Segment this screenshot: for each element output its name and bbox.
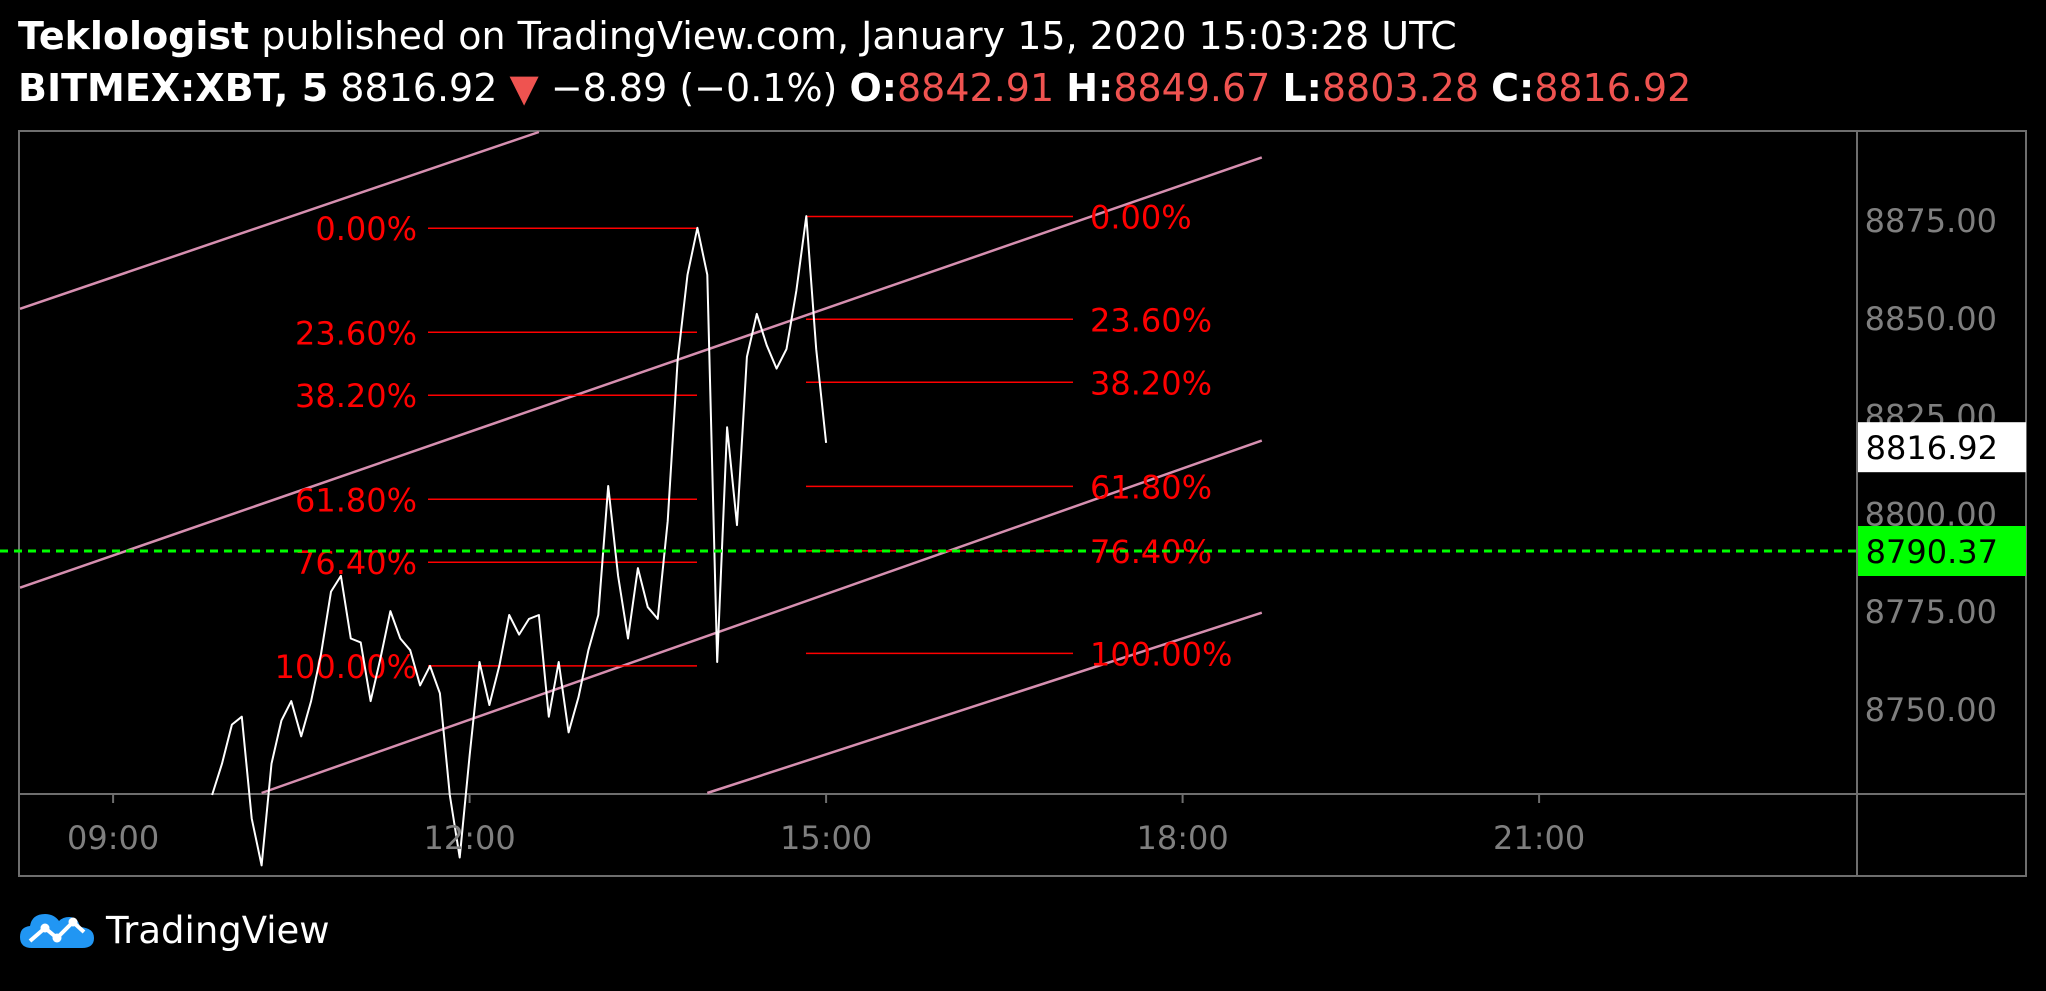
close-label: C: xyxy=(1491,66,1535,110)
price-change: −8.89 (−0.1%) xyxy=(550,66,838,110)
x-tick-label-4: 21:00 xyxy=(1493,819,1585,857)
channel-line-1[interactable] xyxy=(19,130,540,310)
symbol-label: BITMEX:XBT, 5 xyxy=(18,66,329,110)
y-tick-label-0: 8875.00 xyxy=(1865,202,1997,240)
open-value: 8842.91 xyxy=(896,66,1055,110)
fib-right-label-2: 38.20% xyxy=(1090,364,1212,402)
y-tick-label-5: 8750.00 xyxy=(1865,691,1997,729)
fib-right-label-1: 23.60% xyxy=(1090,301,1212,339)
x-tick-label-2: 15:00 xyxy=(780,819,872,857)
low-label: L: xyxy=(1282,66,1322,110)
chart-frame xyxy=(18,130,2027,877)
x-tick-label-3: 18:00 xyxy=(1136,819,1228,857)
footer: TradingView xyxy=(18,905,330,955)
fib-left-label-0: 0.00% xyxy=(315,210,417,248)
low-value: 8803.28 xyxy=(1321,66,1480,110)
channel-line-3[interactable] xyxy=(261,439,1263,795)
y-tick-label-4: 8775.00 xyxy=(1865,593,1997,631)
fib-left-label-3: 61.80% xyxy=(295,481,417,519)
fib-right-label-0: 0.00% xyxy=(1090,199,1192,237)
price-axis[interactable]: 8875.008850.008825.008800.008775.008750.… xyxy=(1858,202,2026,729)
fib-left-label-2: 38.20% xyxy=(295,377,417,415)
publish-info: Teklologist published on TradingView.com… xyxy=(18,10,2026,62)
channel-line-4[interactable] xyxy=(706,611,1263,795)
price-line-series-0 xyxy=(211,215,828,867)
time-axis[interactable]: 09:00 12:00 15:00 18:00 21:00 xyxy=(67,794,1585,857)
price-series xyxy=(211,215,828,867)
tradingview-logo-icon xyxy=(20,914,94,948)
horizontal-level-box xyxy=(1858,526,2026,576)
published-text: published on TradingView.com, January 15… xyxy=(261,14,1457,58)
open-label: O: xyxy=(849,66,897,110)
channel-line-2[interactable] xyxy=(19,156,1263,589)
fib-retracements[interactable]: 0.00%23.60%38.20%61.80%76.40%100.00%0.00… xyxy=(275,199,1233,686)
current-price-label: 8816.92 xyxy=(1866,429,1998,467)
chart-header: Teklologist published on TradingView.com… xyxy=(18,10,2026,114)
y-tick-label-1: 8850.00 xyxy=(1865,300,1997,338)
horizontal-level-label: 8790.37 xyxy=(1866,533,1998,571)
fib-right-label-5: 100.00% xyxy=(1090,635,1232,673)
fib-left-label-5: 100.00% xyxy=(275,648,417,686)
x-tick-label-0: 09:00 xyxy=(67,819,159,857)
high-value: 8849.67 xyxy=(1113,66,1271,110)
fib-left-label-1: 23.60% xyxy=(295,314,417,352)
symbol-info: BITMEX:XBT, 5 8816.92 ▼ −8.89 (−0.1%) O:… xyxy=(18,62,2026,114)
close-value: 8816.92 xyxy=(1534,66,1692,110)
parallel-channel[interactable] xyxy=(19,130,1263,795)
current-price-box xyxy=(1858,422,2026,473)
author-name[interactable]: Teklologist xyxy=(18,14,250,58)
high-label: H: xyxy=(1066,66,1114,110)
fib-right-label-3: 61.80% xyxy=(1090,468,1212,506)
down-arrow-icon: ▼ xyxy=(509,66,539,110)
x-tick-label-1: 12:00 xyxy=(423,819,515,857)
last-price: 8816.92 xyxy=(340,66,498,110)
tradingview-brand[interactable]: TradingView xyxy=(106,908,330,952)
